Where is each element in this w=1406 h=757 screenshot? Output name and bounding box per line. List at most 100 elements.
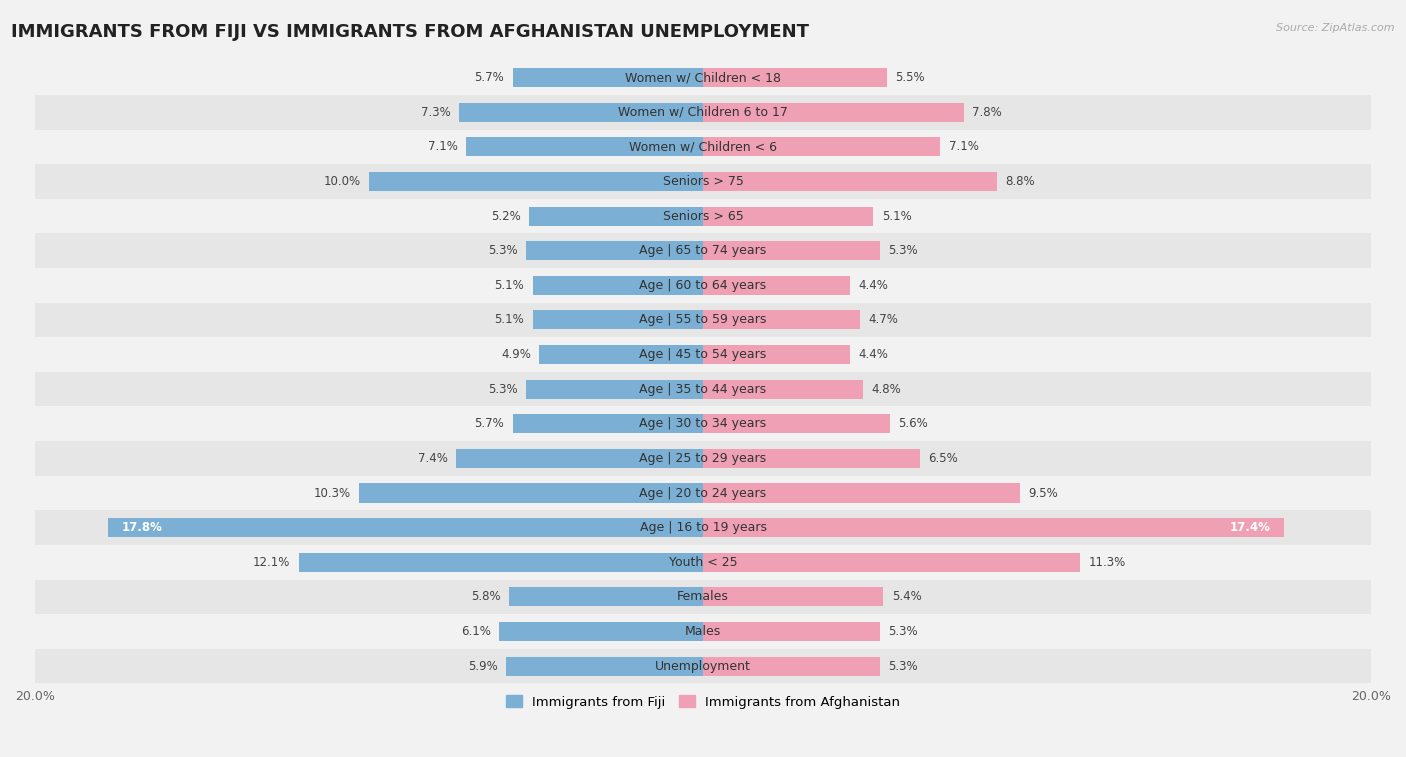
Bar <box>513 68 703 87</box>
Text: 5.9%: 5.9% <box>468 659 498 672</box>
Bar <box>35 649 1371 684</box>
Text: 5.6%: 5.6% <box>898 417 928 430</box>
Text: 5.1%: 5.1% <box>495 313 524 326</box>
Bar <box>35 164 1371 199</box>
Bar <box>703 207 873 226</box>
Bar <box>35 614 1371 649</box>
Text: 5.3%: 5.3% <box>488 383 517 396</box>
Text: Youth < 25: Youth < 25 <box>669 556 737 569</box>
Bar <box>35 407 1371 441</box>
Text: IMMIGRANTS FROM FIJI VS IMMIGRANTS FROM AFGHANISTAN UNEMPLOYMENT: IMMIGRANTS FROM FIJI VS IMMIGRANTS FROM … <box>11 23 810 41</box>
Bar <box>529 207 703 226</box>
Bar <box>35 95 1371 129</box>
Bar <box>703 138 941 157</box>
Bar <box>460 103 703 122</box>
Text: 4.7%: 4.7% <box>869 313 898 326</box>
Bar <box>703 656 880 675</box>
Bar <box>533 310 703 329</box>
Text: Age | 55 to 59 years: Age | 55 to 59 years <box>640 313 766 326</box>
Text: 7.8%: 7.8% <box>972 106 1001 119</box>
Text: 5.7%: 5.7% <box>474 71 505 84</box>
Bar <box>35 233 1371 268</box>
Bar <box>506 656 703 675</box>
Text: Age | 45 to 54 years: Age | 45 to 54 years <box>640 348 766 361</box>
Bar <box>299 553 703 572</box>
Bar <box>35 268 1371 303</box>
Bar <box>526 241 703 260</box>
Text: 7.3%: 7.3% <box>420 106 451 119</box>
Text: 5.5%: 5.5% <box>896 71 925 84</box>
Text: Age | 65 to 74 years: Age | 65 to 74 years <box>640 245 766 257</box>
Text: Women w/ Children < 18: Women w/ Children < 18 <box>626 71 780 84</box>
Text: 6.1%: 6.1% <box>461 625 491 638</box>
Text: 5.3%: 5.3% <box>488 245 517 257</box>
Text: 6.5%: 6.5% <box>928 452 959 465</box>
Text: 17.8%: 17.8% <box>122 521 163 534</box>
Bar <box>703 103 963 122</box>
Bar <box>703 172 997 191</box>
Bar <box>108 518 703 537</box>
Text: 5.7%: 5.7% <box>474 417 505 430</box>
Bar <box>513 414 703 433</box>
Text: Age | 16 to 19 years: Age | 16 to 19 years <box>640 521 766 534</box>
Bar <box>540 345 703 364</box>
Text: 7.1%: 7.1% <box>949 141 979 154</box>
Bar <box>35 580 1371 614</box>
Text: 4.4%: 4.4% <box>858 348 889 361</box>
Bar <box>703 587 883 606</box>
Text: 7.4%: 7.4% <box>418 452 447 465</box>
Text: Women w/ Children < 6: Women w/ Children < 6 <box>628 141 778 154</box>
Text: 4.4%: 4.4% <box>858 279 889 292</box>
Text: 5.3%: 5.3% <box>889 245 918 257</box>
Text: 4.8%: 4.8% <box>872 383 901 396</box>
Bar <box>703 484 1021 503</box>
Text: 5.4%: 5.4% <box>891 590 921 603</box>
Text: 10.0%: 10.0% <box>323 175 360 188</box>
Text: Source: ZipAtlas.com: Source: ZipAtlas.com <box>1277 23 1395 33</box>
Text: 5.3%: 5.3% <box>889 625 918 638</box>
Bar <box>368 172 703 191</box>
Text: Seniors > 75: Seniors > 75 <box>662 175 744 188</box>
Text: 8.8%: 8.8% <box>1005 175 1035 188</box>
Bar <box>526 380 703 399</box>
Bar <box>35 545 1371 580</box>
Bar <box>499 622 703 641</box>
Text: 5.8%: 5.8% <box>471 590 501 603</box>
Text: 5.2%: 5.2% <box>491 210 522 223</box>
Bar <box>703 345 851 364</box>
Bar <box>359 484 703 503</box>
Bar <box>703 68 887 87</box>
Text: 10.3%: 10.3% <box>314 487 350 500</box>
Bar <box>35 129 1371 164</box>
Bar <box>533 276 703 295</box>
Text: 11.3%: 11.3% <box>1088 556 1126 569</box>
Bar <box>465 138 703 157</box>
Bar <box>35 441 1371 475</box>
Text: Males: Males <box>685 625 721 638</box>
Text: Age | 60 to 64 years: Age | 60 to 64 years <box>640 279 766 292</box>
Text: Age | 25 to 29 years: Age | 25 to 29 years <box>640 452 766 465</box>
Bar <box>35 475 1371 510</box>
Text: Unemployment: Unemployment <box>655 659 751 672</box>
Bar <box>35 61 1371 95</box>
Text: Age | 35 to 44 years: Age | 35 to 44 years <box>640 383 766 396</box>
Text: 9.5%: 9.5% <box>1029 487 1059 500</box>
Bar <box>703 414 890 433</box>
Text: Age | 20 to 24 years: Age | 20 to 24 years <box>640 487 766 500</box>
Bar <box>35 338 1371 372</box>
Bar <box>703 553 1080 572</box>
Text: Age | 30 to 34 years: Age | 30 to 34 years <box>640 417 766 430</box>
Bar <box>703 449 920 468</box>
Legend: Immigrants from Fiji, Immigrants from Afghanistan: Immigrants from Fiji, Immigrants from Af… <box>501 690 905 714</box>
Bar <box>703 622 880 641</box>
Bar <box>703 518 1284 537</box>
Bar <box>35 510 1371 545</box>
Bar <box>703 241 880 260</box>
Text: 4.9%: 4.9% <box>501 348 531 361</box>
Text: 5.1%: 5.1% <box>882 210 911 223</box>
Bar <box>35 303 1371 338</box>
Text: Females: Females <box>678 590 728 603</box>
Bar <box>703 380 863 399</box>
Text: 5.1%: 5.1% <box>495 279 524 292</box>
Bar <box>703 276 851 295</box>
